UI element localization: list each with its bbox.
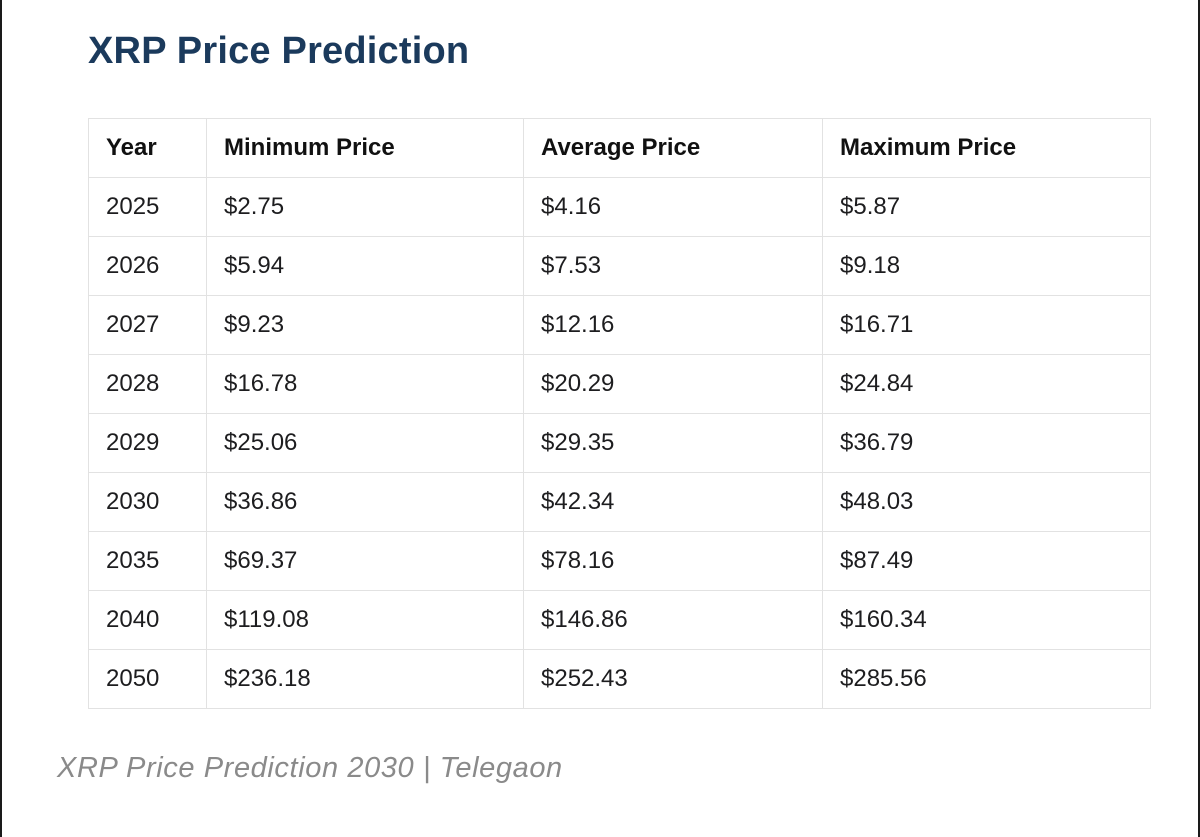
year-cell: 2050 — [88, 649, 207, 709]
table-header-row: Year Minimum Price Average Price Maximum Pr… — [88, 118, 1151, 178]
year-cell: 2028 — [88, 354, 207, 414]
table-row: 2027 $9.23 $12.16 $16.71 — [88, 295, 1151, 355]
price-cell: $9.18 — [822, 236, 1151, 296]
price-cell: $160.34 — [822, 590, 1151, 650]
price-cell: $78.16 — [523, 531, 823, 591]
table-body: 2025 $2.75 $4.16 $5.87 2026 $5.94 $7.53 $9.18 20… — [88, 177, 1151, 709]
table-row: 2025 $2.75 $4.16 $5.87 — [88, 177, 1151, 237]
left-edge-bar — [0, 0, 2, 837]
column-header-minimum-price: Minimum Price — [206, 118, 524, 178]
table-row: 2050 $236.18 $252.43 $285.56 — [88, 649, 1151, 709]
table-row: 2035 $69.37 $78.16 $87.49 — [88, 531, 1151, 591]
image-caption: XRP Price Prediction 2030 | Telegaon — [57, 752, 563, 784]
price-cell: $252.43 — [523, 649, 823, 709]
price-cell: $285.56 — [822, 649, 1151, 709]
price-cell: $24.84 — [822, 354, 1151, 414]
year-cell: 2030 — [88, 472, 207, 532]
column-header-average-price: Average Price — [523, 118, 823, 178]
table-row: 2029 $25.06 $29.35 $36.79 — [88, 413, 1151, 473]
page-title: XRP Price Prediction — [88, 30, 470, 72]
column-header-year: Year — [88, 118, 207, 178]
price-cell: $48.03 — [822, 472, 1151, 532]
price-cell: $16.71 — [822, 295, 1151, 355]
price-cell: $36.79 — [822, 413, 1151, 473]
price-cell: $5.94 — [206, 236, 524, 296]
right-edge-bar — [1198, 0, 1200, 837]
price-cell: $236.18 — [206, 649, 524, 709]
price-cell: $29.35 — [523, 413, 823, 473]
price-cell: $2.75 — [206, 177, 524, 237]
price-cell: $9.23 — [206, 295, 524, 355]
year-cell: 2029 — [88, 413, 207, 473]
year-cell: 2027 — [88, 295, 207, 355]
price-cell: $87.49 — [822, 531, 1151, 591]
price-prediction-table-container: Year Minimum Price Average Price Maximum Pr… — [88, 118, 1151, 709]
year-cell: 2025 — [88, 177, 207, 237]
price-cell: $20.29 — [523, 354, 823, 414]
table-header: Year Minimum Price Average Price Maximum Pr… — [88, 118, 1151, 178]
price-cell: $4.16 — [523, 177, 823, 237]
price-cell: $7.53 — [523, 236, 823, 296]
price-prediction-table: Year Minimum Price Average Price Maximum Pr… — [88, 118, 1151, 709]
price-cell: $146.86 — [523, 590, 823, 650]
price-cell: $36.86 — [206, 472, 524, 532]
price-cell: $42.34 — [523, 472, 823, 532]
price-cell: $69.37 — [206, 531, 524, 591]
price-cell: $25.06 — [206, 413, 524, 473]
table-row: 2030 $36.86 $42.34 $48.03 — [88, 472, 1151, 532]
year-cell: 2035 — [88, 531, 207, 591]
price-cell: $119.08 — [206, 590, 524, 650]
column-header-maximum-price: Maximum Price — [822, 118, 1151, 178]
year-cell: 2026 — [88, 236, 207, 296]
price-cell: $12.16 — [523, 295, 823, 355]
price-cell: $16.78 — [206, 354, 524, 414]
table-row: 2028 $16.78 $20.29 $24.84 — [88, 354, 1151, 414]
year-cell: 2040 — [88, 590, 207, 650]
price-cell: $5.87 — [822, 177, 1151, 237]
table-row: 2040 $119.08 $146.86 $160.34 — [88, 590, 1151, 650]
table-row: 2026 $5.94 $7.53 $9.18 — [88, 236, 1151, 296]
